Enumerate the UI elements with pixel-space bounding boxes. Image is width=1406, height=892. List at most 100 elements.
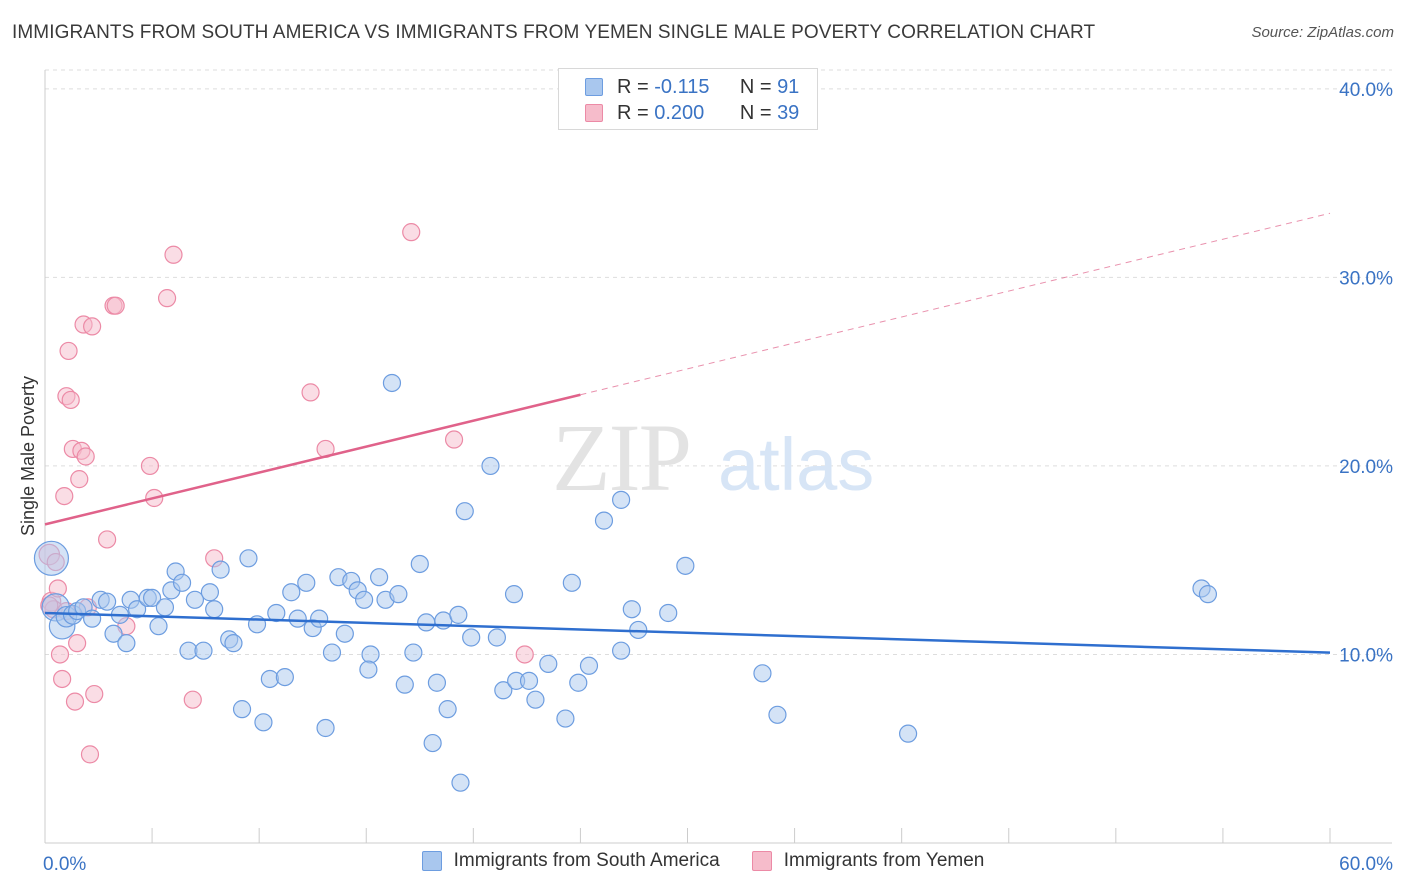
source-label: Source: ZipAtlas.com <box>1251 24 1394 41</box>
watermark: ZIP atlas <box>552 404 874 511</box>
point-yemen <box>402 223 421 242</box>
point-south-america <box>594 511 614 530</box>
point-yemen <box>157 289 177 308</box>
point-yemen <box>80 745 100 764</box>
point-south-america <box>142 588 162 608</box>
point-south-america <box>260 669 279 689</box>
n-value: 91 <box>777 75 800 98</box>
point-south-america <box>316 718 335 738</box>
point-south-america <box>753 664 772 683</box>
legend-label: Immigrants from Yemen <box>783 850 985 871</box>
point-yemen <box>61 390 80 410</box>
watermark-atlas: atlas <box>718 423 874 506</box>
point-south-america <box>205 600 224 619</box>
point-south-america <box>322 643 342 662</box>
point-south-america <box>898 724 918 743</box>
point-south-america <box>487 628 506 647</box>
point-south-america <box>172 573 192 592</box>
point-south-america <box>410 554 429 574</box>
point-south-america <box>612 490 631 509</box>
legend-swatch-blue <box>421 851 442 871</box>
x-tick-label: 60.0% <box>1339 854 1393 875</box>
point-south-america <box>481 456 500 476</box>
point-south-america <box>526 690 545 709</box>
point-yemen <box>515 645 534 664</box>
point-south-america <box>194 641 213 660</box>
point-south-america <box>539 654 558 673</box>
point-south-america <box>335 624 354 643</box>
point-south-america <box>659 603 678 623</box>
point-south-america <box>404 643 423 662</box>
point-south-america <box>562 573 581 592</box>
series-legend: Immigrants from South America Immigrants… <box>0 850 1406 872</box>
point-yemen <box>164 245 183 264</box>
point-yemen <box>183 690 202 709</box>
point-south-america <box>395 675 414 694</box>
trend-lines <box>44 212 1331 654</box>
point-yemen <box>68 634 87 653</box>
legend-row-yemen: R = 0.200 N = 39 <box>585 101 799 125</box>
point-yemen <box>85 684 104 704</box>
point-south-america <box>224 634 243 653</box>
legend-item-south-america[interactable]: Immigrants from South America <box>421 850 720 872</box>
n-label: N = <box>739 101 772 124</box>
point-south-america <box>504 585 524 604</box>
point-south-america <box>622 600 641 619</box>
point-south-america <box>569 673 588 692</box>
trend-line-yemen <box>44 393 581 526</box>
legend-label: Immigrants from South America <box>453 850 720 871</box>
point-south-america <box>127 600 147 619</box>
point-south-america <box>200 583 220 602</box>
axes <box>44 70 1392 844</box>
r-value: 0.200 <box>654 101 705 124</box>
point-south-america <box>83 609 102 628</box>
point-south-america <box>239 549 258 568</box>
point-south-america <box>155 598 175 617</box>
point-yemen <box>70 470 89 489</box>
point-south-america <box>359 660 378 679</box>
point-yemen <box>301 383 320 402</box>
point-south-america <box>462 628 481 647</box>
point-south-america <box>382 373 402 393</box>
point-south-america <box>427 673 447 692</box>
r-value: -0.115 <box>654 75 710 98</box>
point-south-america <box>275 667 294 687</box>
point-south-america <box>310 609 329 628</box>
y-tick-label: 20.0% <box>1339 457 1393 478</box>
point-south-america <box>451 773 470 792</box>
series-south-america-points <box>33 373 1218 792</box>
point-south-america <box>556 709 575 728</box>
point-yemen <box>50 645 70 664</box>
x-tick-label: 0.0% <box>43 854 86 875</box>
point-south-america <box>417 613 436 632</box>
point-yemen <box>106 296 125 315</box>
point-yemen <box>59 341 78 361</box>
r-label: R = <box>617 75 649 98</box>
point-south-america <box>355 590 374 609</box>
point-south-america <box>211 560 230 579</box>
trend-line-south-america <box>44 611 1331 654</box>
y-tick-label: 40.0% <box>1339 80 1393 101</box>
y-tick-label: 10.0% <box>1339 645 1393 666</box>
point-south-america <box>149 617 168 636</box>
point-south-america <box>267 603 286 623</box>
correlation-legend: R = -0.115 N = 91 R = 0.200 N = 39 <box>558 68 818 130</box>
legend-item-yemen[interactable]: Immigrants from Yemen <box>751 850 985 872</box>
point-south-america <box>1198 585 1218 604</box>
point-south-america <box>370 568 389 587</box>
n-label: N = <box>739 75 772 98</box>
r-label: R = <box>617 101 649 124</box>
legend-swatch-pink <box>585 104 603 122</box>
point-yemen <box>65 692 85 711</box>
point-south-america <box>98 592 117 611</box>
point-yemen <box>444 430 464 449</box>
point-south-america <box>438 700 457 719</box>
chart-title: IMMIGRANTS FROM SOUTH AMERICA VS IMMIGRA… <box>12 22 1096 43</box>
point-south-america <box>676 556 695 575</box>
point-south-america <box>297 573 316 592</box>
point-yemen <box>53 669 72 689</box>
point-south-america <box>455 502 474 521</box>
legend-swatch-pink <box>751 851 772 871</box>
point-south-america <box>288 609 307 628</box>
